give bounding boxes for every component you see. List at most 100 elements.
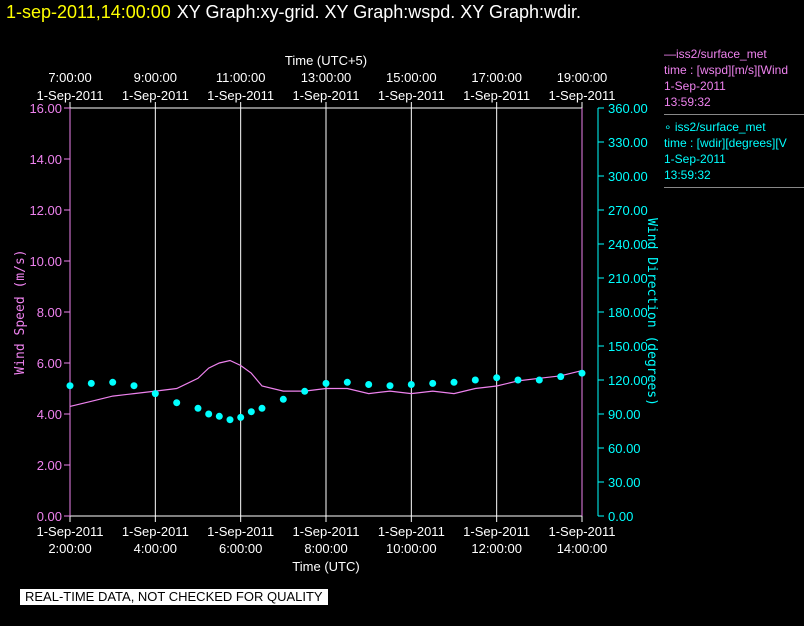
- wdir-point: [429, 379, 437, 387]
- header: 1-sep-2011,14:00:00 XY Graph:xy-grid. XY …: [6, 2, 581, 23]
- wdir-point: [215, 412, 223, 420]
- quality-note: REAL-TIME DATA, NOT CHECKED FOR QUALITY: [20, 589, 328, 605]
- wdir-point: [130, 382, 138, 390]
- wdir-point: [535, 376, 543, 384]
- y-right-tick-label: 150.00: [608, 339, 648, 354]
- y-right-tick-label: 120.00: [608, 373, 648, 388]
- y-right-tick-label: 270.00: [608, 203, 648, 218]
- legend-series-desc: time : [wspd][m/s][Wind: [664, 63, 789, 77]
- wdir-point: [493, 374, 501, 382]
- y-right-tick-label: 330.00: [608, 135, 648, 150]
- legend-entry-wdir[interactable]: ∘ iss2/surface_met time : [wdir][degrees…: [664, 119, 804, 188]
- wdir-point: [514, 376, 522, 384]
- y-right-tick-label: 90.00: [608, 407, 641, 422]
- wdir-point: [226, 416, 234, 424]
- x-tick-label-date: 1-Sep-2011: [378, 524, 445, 539]
- wdir-point: [557, 373, 565, 381]
- y-left-tick-label: 4.00: [37, 407, 62, 422]
- x-tick-label-time: 8:00:00: [304, 541, 347, 556]
- legend-entry-wspd[interactable]: —iss2/surface_met time : [wspd][m/s][Win…: [664, 46, 804, 115]
- wdir-point: [109, 378, 117, 386]
- top-tick-label-time: 19:00:00: [557, 70, 608, 85]
- x-tick-label-time: 6:00:00: [219, 541, 262, 556]
- top-tick-label-date: 1-Sep-2011: [37, 88, 104, 103]
- header-title: XY Graph:xy-grid. XY Graph:wspd. XY Grap…: [176, 2, 581, 22]
- wdir-point: [279, 395, 287, 403]
- wdir-point: [173, 399, 181, 407]
- wdir-point: [322, 379, 330, 387]
- top-tick-label-time: 9:00:00: [134, 70, 177, 85]
- wdir-point: [450, 378, 458, 386]
- legend-series-date: 1-Sep-2011: [664, 152, 726, 166]
- x-tick-label-time: 14:00:00: [557, 541, 608, 556]
- wdir-point: [237, 413, 245, 421]
- legend-series-name: iss2/surface_met: [676, 47, 767, 61]
- y-left-tick-label: 0.00: [37, 509, 62, 524]
- x-tick-label-date: 1-Sep-2011: [207, 524, 274, 539]
- wdir-point: [151, 390, 159, 398]
- wdir-point: [343, 378, 351, 386]
- wdir-point: [471, 376, 479, 384]
- legend-marker-symbol: ∘: [664, 120, 672, 134]
- top-tick-label-time: 15:00:00: [386, 70, 437, 85]
- x-tick-label-date: 1-Sep-2011: [293, 524, 360, 539]
- x-axis-label: Time (UTC): [292, 559, 359, 574]
- top-tick-label-date: 1-Sep-2011: [207, 88, 274, 103]
- wdir-point: [258, 404, 266, 412]
- wdir-point: [247, 408, 255, 416]
- y-left-tick-label: 16.00: [29, 101, 62, 116]
- wdir-point: [386, 382, 394, 390]
- top-tick-label-time: 11:00:00: [216, 70, 266, 85]
- x-tick-label-date: 1-Sep-2011: [463, 524, 530, 539]
- header-timestamp: 1-sep-2011,14:00:00: [6, 2, 171, 22]
- top-tick-label-time: 17:00:00: [471, 70, 522, 85]
- top-tick-label-time: 13:00:00: [301, 70, 352, 85]
- wdir-point: [365, 381, 373, 388]
- legend: —iss2/surface_met time : [wspd][m/s][Win…: [664, 46, 804, 192]
- x-tick-label-date: 1-Sep-2011: [122, 524, 189, 539]
- legend-series-date: 1-Sep-2011: [664, 79, 726, 93]
- y-left-tick-label: 2.00: [37, 458, 62, 473]
- y-left-tick-label: 6.00: [37, 356, 62, 371]
- legend-series-name: iss2/surface_met: [674, 120, 766, 134]
- x-tick-label-time: 2:00:00: [48, 541, 91, 556]
- wdir-point: [578, 369, 586, 377]
- x-tick-label-time: 4:00:00: [134, 541, 177, 556]
- y-right-tick-label: 180.00: [608, 305, 648, 320]
- top-axis-label: Time (UTC+5): [285, 53, 367, 68]
- y-right-tick-label: 60.00: [608, 441, 641, 456]
- legend-series-time: 13:59:32: [664, 168, 711, 182]
- legend-series-time: 13:59:32: [664, 95, 711, 109]
- y-right-tick-label: 0.00: [608, 509, 633, 524]
- legend-series-desc: time : [wdir][degrees][V: [664, 136, 787, 150]
- wdir-point: [87, 379, 95, 387]
- y-right-tick-label: 30.00: [608, 475, 641, 490]
- top-tick-label-date: 1-Sep-2011: [549, 88, 616, 103]
- y-left-tick-label: 14.00: [29, 152, 62, 167]
- y-right-axis-label: Wind Direction (degrees): [644, 218, 659, 406]
- x-tick-label-time: 10:00:00: [386, 541, 437, 556]
- top-tick-label-time: 7:00:00: [48, 70, 91, 85]
- top-tick-label-date: 1-Sep-2011: [378, 88, 445, 103]
- wspd-series-line: [69, 359, 583, 407]
- y-left-tick-label: 8.00: [37, 305, 62, 320]
- y-right-tick-label: 240.00: [608, 237, 648, 252]
- y-left-tick-label: 12.00: [29, 203, 62, 218]
- y-right-tick-label: 300.00: [608, 169, 648, 184]
- x-tick-label-date: 1-Sep-2011: [37, 524, 104, 539]
- y-left-tick-label: 10.00: [29, 254, 62, 269]
- wdir-point: [205, 410, 213, 418]
- wdir-point: [194, 404, 202, 412]
- wdir-point: [301, 387, 309, 395]
- top-tick-label-date: 1-Sep-2011: [122, 88, 189, 103]
- legend-line-symbol: —: [664, 47, 676, 61]
- top-tick-label-date: 1-Sep-2011: [463, 88, 530, 103]
- y-right-tick-label: 210.00: [608, 271, 648, 286]
- wdir-point: [66, 382, 74, 390]
- top-tick-label-date: 1-Sep-2011: [293, 88, 360, 103]
- x-tick-label-time: 12:00:00: [471, 541, 522, 556]
- x-tick-label-date: 1-Sep-2011: [549, 524, 616, 539]
- y-right-tick-label: 360.00: [608, 101, 648, 116]
- y-left-axis-label: Wind Speed (m/s): [13, 249, 28, 374]
